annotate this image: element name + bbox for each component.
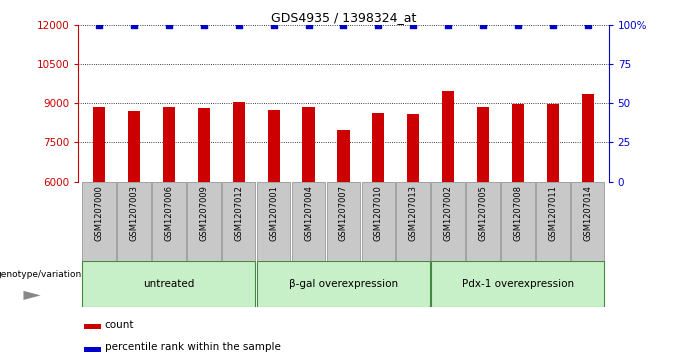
Text: GSM1207006: GSM1207006 [165,185,173,241]
Point [338,23,349,28]
Text: GSM1207010: GSM1207010 [374,185,383,241]
Bar [163,107,175,182]
Bar [442,91,454,182]
Bar [362,182,395,261]
Bar [431,261,605,307]
Bar [501,182,534,261]
Bar [477,107,489,182]
Bar [82,182,116,261]
Bar [571,182,605,261]
Point [94,23,105,28]
Bar [372,113,384,182]
Text: percentile rank within the sample: percentile rank within the sample [105,342,281,352]
Text: GSM1207003: GSM1207003 [129,185,139,241]
Point [233,23,244,28]
Text: GSM1207009: GSM1207009 [199,185,208,241]
Bar [82,261,256,307]
Point [199,23,209,28]
Text: GSM1207013: GSM1207013 [409,185,418,241]
Bar [233,102,245,182]
Bar [547,104,559,182]
Text: β-gal overexpression: β-gal overexpression [289,279,398,289]
Bar [93,107,105,182]
Bar [303,107,315,182]
Point [129,23,139,28]
Polygon shape [23,291,41,300]
Text: Pdx-1 overexpression: Pdx-1 overexpression [462,279,574,289]
Bar [326,182,360,261]
Bar [84,347,101,352]
Text: GSM1207002: GSM1207002 [443,185,453,241]
Point [303,23,314,28]
Point [408,23,419,28]
Text: GSM1207004: GSM1207004 [304,185,313,241]
Bar [198,107,210,182]
Text: GSM1207001: GSM1207001 [269,185,278,241]
Bar [128,111,140,182]
Text: GSM1207008: GSM1207008 [513,185,522,241]
Bar [257,182,290,261]
Bar [512,104,524,182]
Bar [222,182,256,261]
Text: GSM1207011: GSM1207011 [548,185,558,241]
Text: untreated: untreated [143,279,194,289]
Point [268,23,279,28]
Text: GSM1207007: GSM1207007 [339,185,348,241]
Bar [84,324,101,329]
Bar [431,182,465,261]
Text: GSM1207000: GSM1207000 [95,185,103,241]
Bar [152,182,186,261]
Point [547,23,558,28]
Bar [117,182,151,261]
Point [477,23,488,28]
Bar [581,94,594,182]
Bar [337,130,350,182]
Text: GSM1207014: GSM1207014 [583,185,592,241]
Bar [187,182,220,261]
Bar [466,182,500,261]
Title: GDS4935 / 1398324_at: GDS4935 / 1398324_at [271,11,416,24]
Text: count: count [105,320,134,330]
Point [373,23,384,28]
Bar [267,110,279,182]
Text: GSM1207005: GSM1207005 [479,185,488,241]
Point [513,23,524,28]
Point [443,23,454,28]
Text: genotype/variation: genotype/variation [0,270,82,278]
Point [163,23,174,28]
Bar [407,114,420,182]
Text: GSM1207012: GSM1207012 [234,185,243,241]
Bar [257,261,430,307]
Point [582,23,593,28]
Bar [536,182,570,261]
Bar [396,182,430,261]
Bar [292,182,325,261]
